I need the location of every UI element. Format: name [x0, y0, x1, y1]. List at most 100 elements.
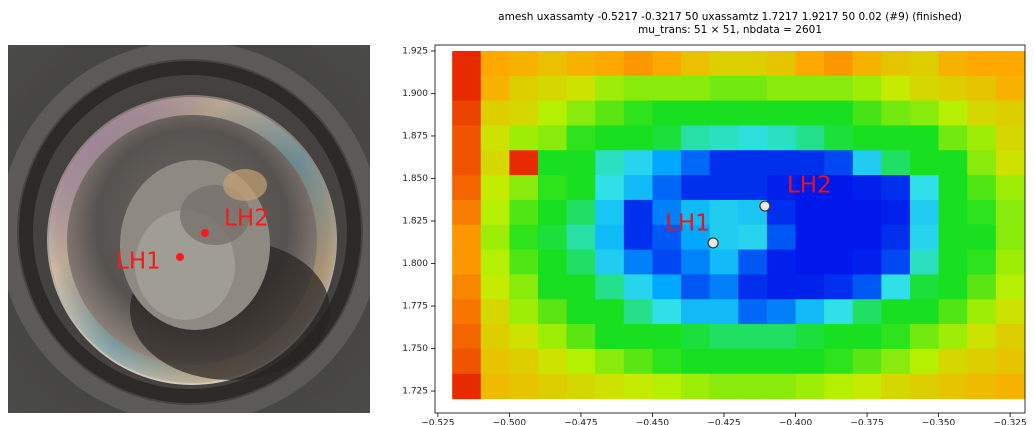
heatmap-cell [710, 76, 739, 101]
heatmap-cell [738, 274, 767, 299]
heatmap-cell [452, 374, 481, 399]
heatmap-cell [796, 225, 825, 250]
heatmap-cell [538, 150, 567, 175]
y-tick-label: 1.875 [402, 131, 428, 141]
heatmap-cell [881, 150, 910, 175]
heatmap-cell [796, 101, 825, 126]
x-tick-label: −0.400 [779, 419, 813, 425]
heatmap-cell [996, 324, 1025, 349]
heatmap-cell [595, 324, 624, 349]
heatmap-cell [452, 175, 481, 200]
heatmap-cell [939, 324, 968, 349]
heatmap-cell [595, 51, 624, 76]
heatmap-cell [710, 150, 739, 175]
heatmap-cell [652, 150, 681, 175]
heatmap-cell [452, 324, 481, 349]
heatmap-cell [881, 274, 910, 299]
heatmap-cell [767, 274, 796, 299]
heatmap-cell [910, 150, 939, 175]
heatmap-cell [567, 274, 596, 299]
heatmap-cell [967, 101, 996, 126]
heatmap-cell [796, 274, 825, 299]
heatmap-cell [595, 349, 624, 374]
x-tick-label: −0.450 [636, 419, 670, 425]
heatmap-cell [452, 51, 481, 76]
heatmap-cell [996, 150, 1025, 175]
heatmap-cell [710, 250, 739, 275]
heatmap-cell [796, 200, 825, 225]
heatmap-cell [624, 200, 653, 225]
heatmap-cell [967, 225, 996, 250]
heatmap-cell [881, 349, 910, 374]
heatmap-cell [481, 374, 510, 399]
y-tick-label: 1.750 [402, 344, 428, 354]
heatmap-cell [796, 374, 825, 399]
heatmap-cell [910, 374, 939, 399]
heatmap-cell [567, 250, 596, 275]
heatmap-cell [939, 250, 968, 275]
heatmap-cell [710, 125, 739, 150]
heatmap-cell [853, 200, 882, 225]
heatmap-cell [910, 51, 939, 76]
heatmap-cell [853, 101, 882, 126]
heatmap-cell [452, 76, 481, 101]
heatmap-cell [996, 76, 1025, 101]
heatmap-cell [624, 374, 653, 399]
point-marker [760, 201, 770, 211]
heatmap-cell [538, 51, 567, 76]
heatmap-cell [452, 125, 481, 150]
heatmap-cell [652, 76, 681, 101]
heatmap-cell [452, 225, 481, 250]
heatmap-cell [481, 51, 510, 76]
heatmap-cell [939, 274, 968, 299]
heatmap-cell [624, 299, 653, 324]
heatmap-cell [967, 299, 996, 324]
heatmap-cell [996, 200, 1025, 225]
y-tick-label: 1.775 [402, 302, 428, 312]
heatmap-cell [796, 76, 825, 101]
heatmap-cell [538, 274, 567, 299]
heatmap-cell [910, 175, 939, 200]
y-tick-label: 1.825 [402, 217, 428, 227]
heatmap-cell [509, 101, 538, 126]
x-tick-label: −0.325 [993, 419, 1026, 425]
heatmap-cell [538, 225, 567, 250]
heatmap-cell [853, 324, 882, 349]
heatmap-cell [509, 349, 538, 374]
heatmap-cell [967, 51, 996, 76]
heatmap-cell [996, 225, 1025, 250]
heatmap-cell [881, 250, 910, 275]
heatmap-cell [509, 374, 538, 399]
heatmap-cell [567, 225, 596, 250]
heatmap-cell [538, 299, 567, 324]
heatmap-cell [681, 125, 710, 150]
screen: LH2 LH1 amesh uxassamty -0.5217 -0.3217 … [0, 0, 1034, 425]
heatmap-cell [652, 324, 681, 349]
heatmap-cell [481, 101, 510, 126]
heatmap-cell [652, 349, 681, 374]
heatmap-cell [710, 324, 739, 349]
heatmap-cell [681, 51, 710, 76]
heatmap-cell [967, 175, 996, 200]
heatmap-cell [853, 175, 882, 200]
heatmap-cell [910, 125, 939, 150]
heatmap-cell [796, 299, 825, 324]
heatmap-cell [710, 274, 739, 299]
y-tick-label: 1.900 [402, 89, 428, 99]
y-tick-label: 1.800 [402, 259, 428, 269]
heatmap-cell [538, 175, 567, 200]
heatmap-cell [824, 101, 853, 126]
heatmap-cell [796, 125, 825, 150]
heatmap-cell [624, 324, 653, 349]
heatmap-cell [996, 101, 1025, 126]
heatmap-cell [910, 324, 939, 349]
x-tick-label: −0.425 [707, 419, 740, 425]
heatmap-cell [996, 349, 1025, 374]
heatmap-cell [996, 175, 1025, 200]
heatmap-cell [738, 250, 767, 275]
heatmap-cell [567, 374, 596, 399]
heatmap-cell [939, 299, 968, 324]
heatmap-cell [767, 225, 796, 250]
heatmap-cell [481, 76, 510, 101]
heatmap-cell [881, 175, 910, 200]
